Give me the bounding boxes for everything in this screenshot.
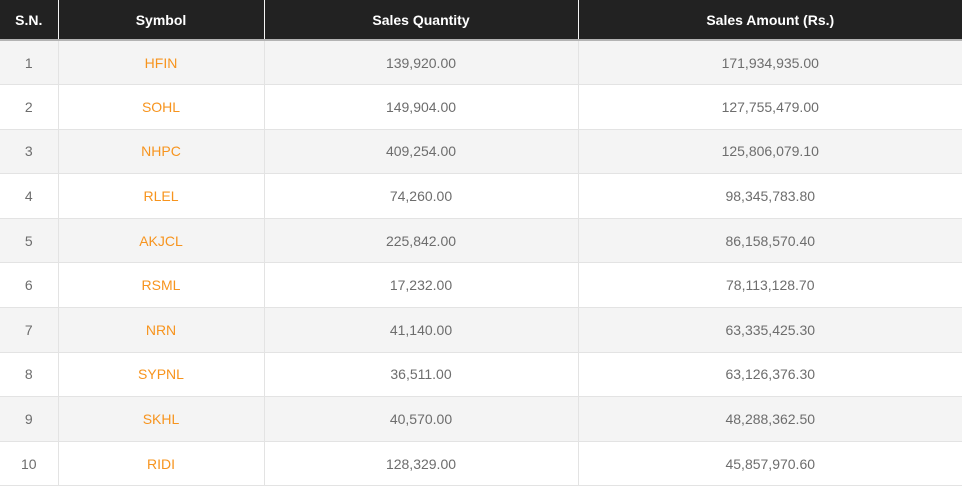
table-row: 6 RSML 17,232.00 78,113,128.70 — [0, 262, 962, 309]
sales-quantity-cell: 139,920.00 — [264, 40, 579, 86]
symbol-cell: NHPC — [58, 129, 265, 175]
sales-amount-cell: 63,126,376.30 — [578, 352, 962, 398]
table-row: 8 SYPNL 36,511.00 63,126,376.30 — [0, 352, 962, 398]
symbol-cell: SOHL — [58, 84, 265, 130]
sales-quantity-cell: 74,260.00 — [264, 173, 579, 219]
symbol-cell: RSML — [58, 262, 265, 309]
sales-quantity-cell: 128,329.00 — [264, 441, 579, 487]
symbol-cell: SKHL — [58, 396, 265, 442]
symbol-link[interactable]: RSML — [141, 277, 181, 294]
sales-amount-cell: 86,158,570.40 — [578, 218, 962, 264]
symbol-link[interactable]: HFIN — [144, 54, 178, 71]
header-row: S.N. Symbol Sales Quantity Sales Amount … — [0, 0, 962, 41]
table-row: 4 RLEL 74,260.00 98,345,783.80 — [0, 173, 962, 219]
symbol-link[interactable]: SYPNL — [138, 366, 184, 383]
sn-cell: 8 — [0, 352, 59, 398]
header-sn: S.N. — [0, 0, 59, 41]
sales-amount-cell: 63,335,425.30 — [578, 307, 962, 353]
table-body: 1 HFIN 139,920.00 171,934,935.00 2 SOHL 149,90… — [0, 40, 962, 487]
sn-cell: 10 — [0, 441, 59, 487]
sales-quantity-cell: 41,140.00 — [264, 307, 579, 353]
header-sales-quantity: Sales Quantity — [264, 0, 579, 41]
sn-cell: 3 — [0, 129, 59, 175]
sales-quantity-cell: 409,254.00 — [264, 129, 579, 175]
sn-cell: 1 — [0, 40, 59, 86]
sales-amount-cell: 125,806,079.10 — [578, 129, 962, 175]
sales-quantity-cell: 17,232.00 — [264, 262, 579, 309]
sales-quantity-cell: 40,570.00 — [264, 396, 579, 442]
symbol-link[interactable]: AKJCL — [139, 232, 183, 249]
sn-cell: 7 — [0, 307, 59, 353]
table-row: 1 HFIN 139,920.00 171,934,935.00 — [0, 40, 962, 86]
table-row: 5 AKJCL 225,842.00 86,158,570.40 — [0, 218, 962, 264]
sales-amount-cell: 48,288,362.50 — [578, 396, 962, 442]
table-row: 3 NHPC 409,254.00 125,806,079.10 — [0, 129, 962, 175]
symbol-link[interactable]: NRN — [145, 321, 177, 338]
sales-quantity-cell: 225,842.00 — [264, 218, 579, 264]
symbol-cell: NRN — [58, 307, 265, 353]
symbol-link[interactable]: SOHL — [141, 98, 181, 115]
symbol-link[interactable]: RIDI — [147, 455, 175, 472]
symbol-cell: HFIN — [58, 40, 265, 86]
symbol-link[interactable]: SKHL — [142, 411, 180, 428]
table-row: 7 NRN 41,140.00 63,335,425.30 — [0, 307, 962, 353]
sales-amount-cell: 171,934,935.00 — [578, 40, 962, 86]
sales-amount-cell: 98,345,783.80 — [578, 173, 962, 219]
sn-cell: 2 — [0, 84, 59, 130]
sales-amount-cell: 45,857,970.60 — [578, 441, 962, 487]
symbol-link[interactable]: NHPC — [141, 143, 181, 160]
sales-amount-cell: 78,113,128.70 — [578, 262, 962, 309]
sales-quantity-cell: 149,904.00 — [264, 84, 579, 130]
symbol-cell: RLEL — [58, 173, 265, 219]
header-sales-amount: Sales Amount (Rs.) — [578, 0, 962, 41]
table-header: S.N. Symbol Sales Quantity Sales Amount … — [0, 0, 962, 41]
sn-cell: 9 — [0, 396, 59, 442]
table-row: 2 SOHL 149,904.00 127,755,479.00 — [0, 84, 962, 130]
sales-quantity-cell: 36,511.00 — [264, 352, 579, 398]
sn-cell: 4 — [0, 173, 59, 219]
symbol-cell: AKJCL — [58, 218, 265, 264]
symbol-link[interactable]: RLEL — [143, 188, 179, 205]
sales-amount-cell: 127,755,479.00 — [578, 84, 962, 130]
sn-cell: 5 — [0, 218, 59, 264]
symbol-cell: RIDI — [58, 441, 265, 487]
symbol-cell: SYPNL — [58, 352, 265, 398]
table-row: 10 RIDI 128,329.00 45,857,970.60 — [0, 441, 962, 487]
header-symbol: Symbol — [58, 0, 265, 41]
sn-cell: 6 — [0, 262, 59, 309]
table-row: 9 SKHL 40,570.00 48,288,362.50 — [0, 396, 962, 442]
